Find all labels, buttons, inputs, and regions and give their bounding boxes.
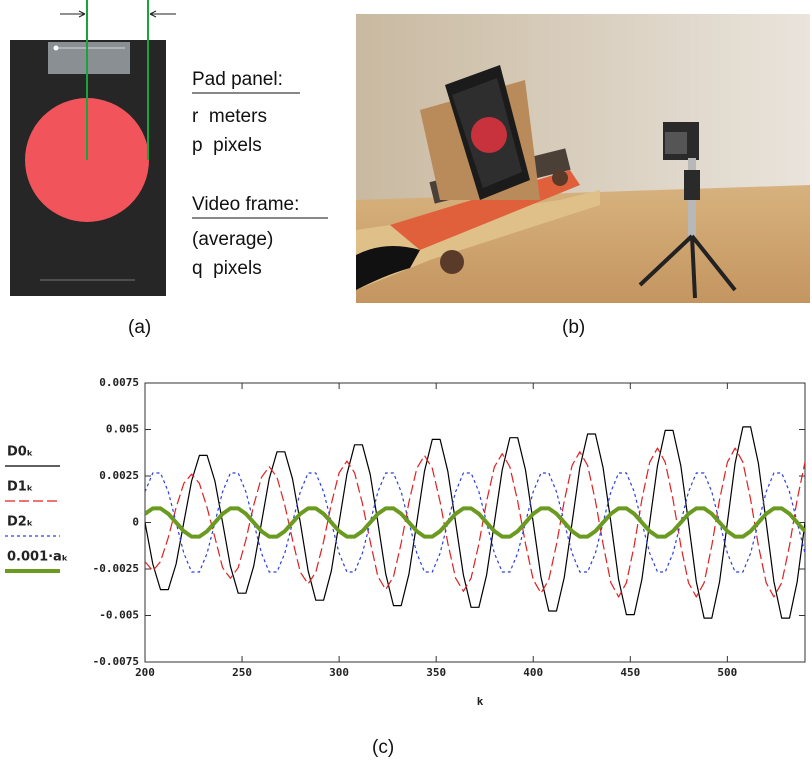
video-line: (average) xyxy=(192,229,273,250)
panel-label: (c) xyxy=(372,737,394,758)
x-tick-label: 450 xyxy=(620,666,640,679)
x-tick-label: 350 xyxy=(426,666,446,679)
y-tick-label: 0 xyxy=(132,516,139,529)
pad-line: r meters xyxy=(192,106,267,127)
y-tick-label: -0.005 xyxy=(99,609,139,622)
video-heading: Video frame: xyxy=(192,194,299,215)
x-tick-label: 250 xyxy=(232,666,252,679)
plot-frame xyxy=(145,383,805,662)
photo xyxy=(356,14,810,303)
y-tick-label: 0.0025 xyxy=(99,469,139,482)
chart: -0.0075 -0.005 -0.0025 0 0.0025 0.005 0.0075 20… xyxy=(5,376,805,708)
panel-label: (b) xyxy=(562,317,585,338)
x-tick-label: 300 xyxy=(329,666,349,679)
x-tick-label: 400 xyxy=(523,666,543,679)
legend-label: D0ₖ xyxy=(7,445,33,460)
x-axis-label: k xyxy=(477,695,484,708)
panel-label: (a) xyxy=(128,317,151,338)
series-line xyxy=(145,473,805,572)
y-tick-label: -0.0075 xyxy=(93,655,139,668)
pad-line: p pixels xyxy=(192,135,262,156)
figure: Pad panel: r meters p pixels Video frame… xyxy=(0,0,812,766)
video-line: q pixels xyxy=(192,258,262,279)
series-line xyxy=(145,427,805,618)
y-tick-label: -0.0025 xyxy=(93,562,139,575)
tablet-screenshot xyxy=(10,0,176,296)
legend-label: 0.001·aₖ xyxy=(7,550,68,565)
legend-label: D1ₖ xyxy=(7,480,33,495)
series-line xyxy=(145,448,805,597)
pad-heading: Pad panel: xyxy=(192,69,283,90)
legend-label: D2ₖ xyxy=(7,515,33,530)
y-tick-label: 0.005 xyxy=(106,423,139,436)
x-tick-label: 200 xyxy=(135,666,155,679)
y-tick-label: 0.0075 xyxy=(99,376,139,389)
series-line xyxy=(145,508,805,536)
x-tick-label: 500 xyxy=(717,666,737,679)
